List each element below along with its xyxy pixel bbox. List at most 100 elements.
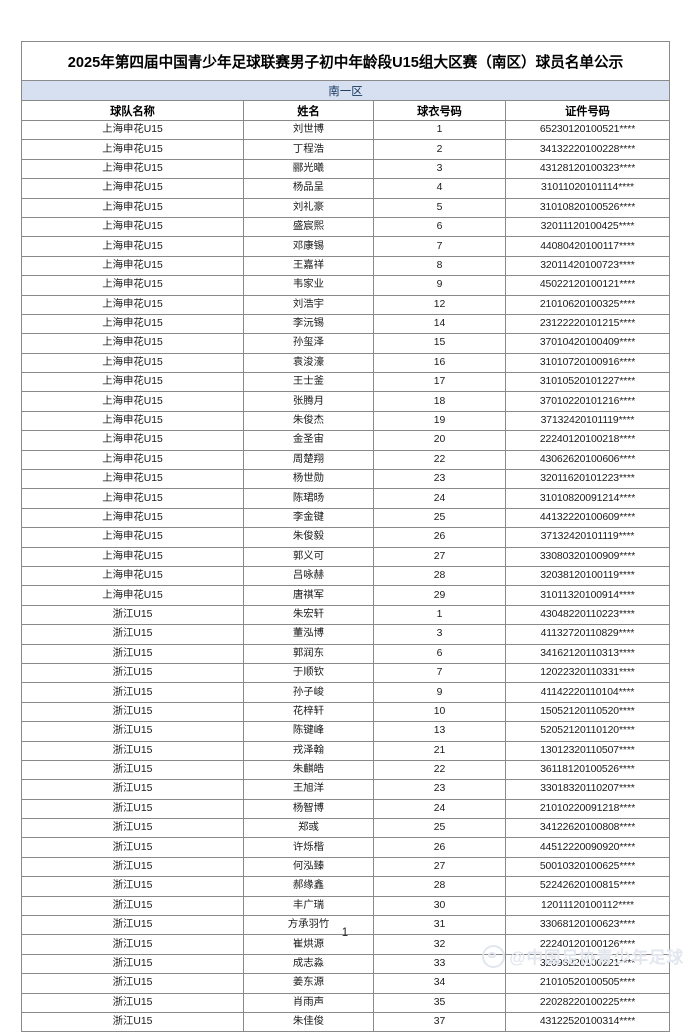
- player-name: 于顺钦: [243, 662, 374, 684]
- player-id: 22240120100218****: [505, 430, 670, 451]
- player-team: 浙江U15: [21, 779, 244, 800]
- player-number: 3: [373, 624, 506, 645]
- player-name: 盛宸熙: [243, 216, 374, 238]
- player-name: 金圣宙: [243, 430, 374, 451]
- player-team: 浙江U15: [21, 604, 244, 626]
- player-id: 21010520100505****: [505, 973, 670, 994]
- player-number: 5: [373, 197, 506, 218]
- player-number: 25: [373, 818, 506, 839]
- player-team: 上海申花U15: [21, 488, 244, 509]
- player-number: 9: [373, 275, 506, 296]
- player-team: 浙江U15: [21, 895, 244, 917]
- player-id: 22028220100225****: [505, 992, 670, 1013]
- player-id: 31010720100916****: [505, 352, 670, 374]
- player-team: 浙江U15: [21, 818, 244, 839]
- player-number: 6: [373, 643, 506, 664]
- player-number: 4: [373, 178, 506, 199]
- watermark-text: @中国足协青少年足球: [509, 949, 684, 967]
- player-name: 花梓轩: [243, 701, 374, 723]
- table-row: 上海申花U15 郭义可 27 33080320100909****: [21, 546, 670, 567]
- document-title-row: 2025年第四届中国青少年足球联赛男子初中年龄段U15组大区赛（南区）球员名单公…: [21, 41, 670, 81]
- player-team: 浙江U15: [21, 1011, 244, 1032]
- player-id: 44512220090920****: [505, 837, 670, 858]
- player-number: 7: [373, 236, 506, 257]
- player-name: 郑彧: [243, 818, 374, 839]
- player-number: 19: [373, 410, 506, 432]
- table-row: 浙江U15 杨智博 24 21010220091218****: [21, 798, 670, 820]
- player-id: 32038120100119****: [505, 565, 670, 587]
- player-team: 上海申花U15: [21, 275, 244, 296]
- player-number: 27: [373, 856, 506, 878]
- player-team: 上海申花U15: [21, 236, 244, 257]
- player-team: 上海申花U15: [21, 313, 244, 335]
- player-team: 上海申花U15: [21, 255, 244, 277]
- table-row: 浙江U15 于顺钦 7 12022320110331****: [21, 662, 670, 684]
- column-header-id: 证件号码: [505, 100, 670, 121]
- player-number: 21: [373, 740, 506, 761]
- player-team: 浙江U15: [21, 992, 244, 1013]
- player-team: 浙江U15: [21, 662, 244, 684]
- player-id: 32011120100425****: [505, 216, 670, 238]
- table-row: 浙江U15 朱佳俊 37 43122520100314****: [21, 1011, 670, 1032]
- player-team: 浙江U15: [21, 643, 244, 664]
- player-id: 43048220110223****: [505, 604, 670, 626]
- page-title: 2025年第四届中国青少年足球联赛男子初中年龄段U15组大区赛（南区）球员名单公…: [21, 41, 670, 81]
- player-number: 24: [373, 798, 506, 820]
- player-name: 肖雨声: [243, 992, 374, 1013]
- column-header-row: 球队名称 姓名 球衣号码 证件号码: [21, 100, 670, 121]
- player-team: 上海申花U15: [21, 391, 244, 412]
- player-id: 13012320110507****: [505, 740, 670, 761]
- table-row: 浙江U15 花梓轩 10 15052120110520****: [21, 701, 670, 723]
- player-team: 上海申花U15: [21, 527, 244, 548]
- table-row: 上海申花U15 朱俊毅 26 37132420101119****: [21, 527, 670, 548]
- player-number: 9: [373, 682, 506, 703]
- player-team: 上海申花U15: [21, 430, 244, 451]
- player-team: 上海申花U15: [21, 469, 244, 490]
- table-row: 上海申花U15 袁浚濠 16 31010720100916****: [21, 352, 670, 374]
- player-team: 浙江U15: [21, 856, 244, 878]
- player-number: 37: [373, 1011, 506, 1032]
- player-id: 41132720110829****: [505, 624, 670, 645]
- player-number: 22: [373, 759, 506, 781]
- table-row: 上海申花U15 刘浩宇 12 21010620100325****: [21, 294, 670, 315]
- table-row: 浙江U15 肖雨声 35 22028220100225****: [21, 992, 670, 1013]
- player-id: 21010620100325****: [505, 294, 670, 315]
- roster-sheet: 2025年第四届中国青少年足球联赛男子初中年龄段U15组大区赛（南区）球员名单公…: [21, 41, 670, 1032]
- player-id: 43122520100314****: [505, 1011, 670, 1032]
- roster-table: 2025年第四届中国青少年足球联赛男子初中年龄段U15组大区赛（南区）球员名单公…: [21, 41, 670, 1032]
- player-id: 41142220110104****: [505, 682, 670, 703]
- player-team: 上海申花U15: [21, 158, 244, 180]
- table-row: 浙江U15 朱宏轩 1 43048220110223****: [21, 604, 670, 626]
- table-row: 上海申花U15 金圣宙 20 22240120100218****: [21, 430, 670, 451]
- player-name: 何泓臻: [243, 856, 374, 878]
- player-name: 戎泽翰: [243, 740, 374, 761]
- player-team: 浙江U15: [21, 721, 244, 742]
- player-number: 17: [373, 372, 506, 393]
- player-team: 浙江U15: [21, 759, 244, 781]
- player-name: 杨世勋: [243, 469, 374, 490]
- player-team: 上海申花U15: [21, 372, 244, 393]
- table-row: 浙江U15 朱麒皓 22 36118120100526****: [21, 759, 670, 781]
- player-number: 12: [373, 294, 506, 315]
- player-name: 张腾月: [243, 391, 374, 412]
- player-id: 37010220101216****: [505, 391, 670, 412]
- table-row: 上海申花U15 李金键 25 44132220100609****: [21, 507, 670, 529]
- player-id: 21010220091218****: [505, 798, 670, 820]
- player-name: 孙子峻: [243, 682, 374, 703]
- player-name: 唐祺军: [243, 585, 374, 606]
- player-team: 上海申花U15: [21, 449, 244, 471]
- player-name: 杨智博: [243, 798, 374, 820]
- table-row: 上海申花U15 吕咏赫 28 32038120100119****: [21, 565, 670, 587]
- column-header-name: 姓名: [243, 100, 374, 121]
- player-number: 23: [373, 469, 506, 490]
- table-row: 上海申花U15 唐祺军 29 31011320100914****: [21, 585, 670, 606]
- page-number: 1: [341, 927, 349, 939]
- player-team: 上海申花U15: [21, 139, 244, 160]
- weibo-icon: [482, 944, 506, 968]
- table-row: 上海申花U15 孙玺泽 15 37010420100409****: [21, 333, 670, 354]
- player-number: 25: [373, 507, 506, 529]
- player-number: 28: [373, 876, 506, 897]
- column-header-number: 球衣号码: [373, 100, 506, 121]
- player-number: 30: [373, 895, 506, 917]
- player-name: 周楚翔: [243, 449, 374, 471]
